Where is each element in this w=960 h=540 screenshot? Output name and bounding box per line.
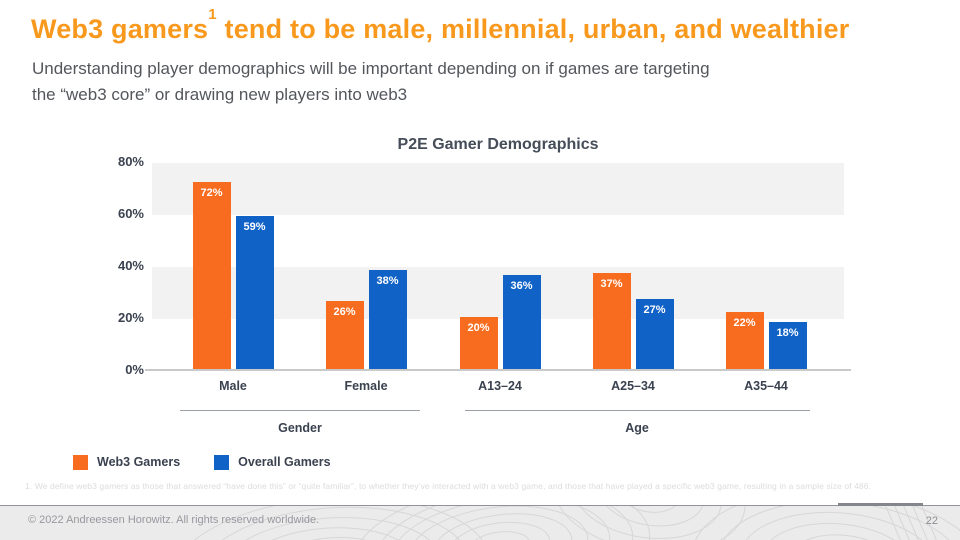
y-axis-tick-20: 20%	[117, 310, 144, 325]
chart-legend: Web3 Gamers Overall Gamers	[73, 455, 331, 470]
category-label-female: Female	[344, 379, 388, 393]
bar-value-label: 26%	[333, 306, 356, 318]
legend-label-overall-gamers: Overall Gamers	[238, 455, 331, 469]
legend-swatch-web3-gamers	[73, 455, 88, 470]
legend-label-web3-gamers: Web3 Gamers	[97, 455, 181, 469]
category-label-a25-34: A25–34	[611, 379, 655, 393]
section-underline-gender	[180, 410, 420, 411]
bar-value-label: 22%	[733, 317, 756, 329]
bar-value-label: 20%	[467, 322, 490, 334]
bar-web3-gamers-female: 26%	[325, 301, 364, 369]
legend-item-web3-gamers: Web3 Gamers	[73, 455, 180, 470]
slide-title: Web3 gamers1 tend to be male, millennial…	[31, 6, 951, 45]
slide-title-text-2: tend to be male, millennial, urban, and …	[216, 14, 850, 44]
slide-footer: © 2022 Andreessen Horowitz. All rights r…	[0, 506, 960, 540]
copyright-text: © 2022 Andreessen Horowitz. All rights r…	[28, 514, 320, 526]
y-axis-tick-60: 60%	[117, 206, 144, 221]
subtitle-line-1: Understanding player demographics will b…	[32, 59, 710, 78]
bar-group-male: 72% 59%	[192, 182, 274, 369]
section-underline-age	[465, 410, 810, 411]
bar-web3-gamers-a25-34: 37%	[592, 273, 631, 369]
bar-overall-gamers-male: 59%	[235, 216, 274, 369]
bar-overall-gamers-a25-34: 27%	[635, 299, 674, 369]
footer-divider	[0, 505, 960, 506]
bar-group-a35-44: 22% 18%	[725, 312, 807, 369]
bar-overall-gamers-female: 38%	[368, 270, 407, 369]
y-axis-tick-0: 0%	[125, 362, 144, 377]
chart-title: P2E Gamer Demographics	[397, 136, 599, 153]
slide-subtitle: Understanding player demographics will b…	[32, 56, 912, 108]
subtitle-line-2: the “web3 core” or drawing new players i…	[32, 85, 408, 104]
page-number: 22	[925, 515, 938, 527]
legend-swatch-overall-gamers	[214, 455, 230, 470]
category-label-a35-44: A35–44	[744, 379, 788, 393]
category-label-a13-24: A13–24	[478, 379, 522, 393]
y-axis-tick-40: 40%	[117, 258, 144, 273]
bar-value-label: 27%	[643, 304, 666, 316]
bar-group-a13-24: 20% 36%	[459, 275, 541, 369]
grid-band-60-80	[152, 163, 844, 215]
bar-value-label: 18%	[776, 327, 799, 339]
bar-web3-gamers-a35-44: 22%	[725, 312, 764, 369]
footnote-marker: 1	[208, 6, 217, 23]
bar-value-label: 37%	[600, 278, 623, 290]
bar-chart: 0% 20% 40% 60% 80% 72% 59% Male 26% 38% Female 20% 3…	[118, 154, 851, 435]
topographic-pattern	[170, 506, 960, 540]
bar-value-label: 72%	[200, 187, 223, 199]
section-label-age: Age	[625, 421, 649, 435]
bar-web3-gamers-male: 72%	[192, 182, 231, 369]
bar-value-label: 38%	[376, 275, 399, 287]
bar-overall-gamers-a13-24: 36%	[502, 275, 541, 369]
x-axis-baseline	[145, 369, 851, 371]
legend-item-overall-gamers: Overall Gamers	[214, 455, 331, 470]
category-label-male: Male	[219, 379, 247, 393]
bar-web3-gamers-a13-24: 20%	[459, 317, 498, 369]
bar-value-label: 36%	[510, 280, 533, 292]
section-label-gender: Gender	[278, 421, 322, 435]
y-axis-tick-80: 80%	[117, 154, 144, 169]
bar-group-a25-34: 37% 27%	[592, 273, 674, 369]
footnote: 1. We define web3 gamers as those that a…	[25, 481, 872, 491]
bar-overall-gamers-a35-44: 18%	[768, 322, 807, 369]
bar-group-female: 26% 38%	[325, 270, 407, 369]
slide-title-text: Web3 gamers	[31, 14, 209, 44]
slide-progress-indicator	[838, 503, 923, 508]
bar-value-label: 59%	[243, 221, 266, 233]
